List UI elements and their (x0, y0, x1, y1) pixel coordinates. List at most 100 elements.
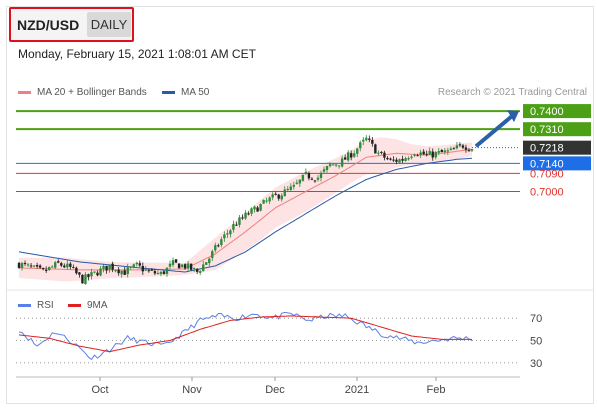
candle-body (383, 152, 386, 158)
candle-body (461, 145, 465, 148)
candle-body (144, 269, 148, 271)
candle-body (346, 152, 350, 161)
candle-body (250, 208, 253, 214)
candle-body (253, 206, 256, 210)
legend-rsi: RSI (18, 300, 54, 311)
rsi-line (18, 311, 473, 361)
candle-body (229, 230, 232, 235)
candle-body (150, 269, 154, 271)
candle-body (183, 264, 187, 269)
candle-body (114, 270, 117, 272)
candle-body (464, 147, 468, 150)
candle-body (277, 194, 280, 199)
candle-body (75, 267, 78, 274)
period-button[interactable]: DAILY (87, 12, 131, 37)
candle-body (470, 149, 474, 151)
candle-body (66, 263, 69, 268)
candle-body (147, 270, 151, 272)
candle-body (108, 264, 111, 270)
candle-body (48, 266, 51, 271)
candle-body (446, 150, 450, 152)
candle-body (20, 263, 24, 268)
instrument-header[interactable]: NZD/USD DAILY (9, 7, 134, 42)
candle-body (153, 271, 157, 274)
candle-body (195, 268, 199, 272)
legend-ma50: MA 50 (162, 87, 209, 98)
level-label-5: 0.7000 (530, 187, 564, 199)
candle-body (214, 245, 217, 251)
rsi-swatch (18, 304, 31, 307)
rsi-legend-label: RSI (37, 300, 54, 311)
symbol-label: NZD/USD (17, 17, 80, 33)
ma20-legend-label: MA 20 + Bollinger Bands (37, 87, 147, 98)
candle-body (313, 180, 317, 182)
ma9-swatch (68, 304, 81, 307)
candle-body (162, 271, 166, 274)
candle-body (41, 268, 45, 270)
candle-body (350, 153, 353, 158)
projection-arrow-shaft (474, 114, 514, 148)
candles (17, 135, 474, 285)
candle-body (316, 177, 320, 180)
candle-body (208, 258, 211, 264)
candle-body (289, 186, 292, 190)
ma50-line (18, 157, 473, 273)
level-tag-3 (523, 156, 591, 171)
candle-body (165, 267, 169, 275)
ma9-legend-label: 9MA (87, 300, 108, 311)
candle-body (90, 272, 93, 277)
candle-body (226, 233, 229, 235)
candle-body (368, 138, 371, 140)
candle-body (205, 262, 208, 265)
candle-body (99, 268, 102, 276)
candle-body (199, 271, 202, 273)
bollinger-band (19, 137, 472, 282)
candle-body (304, 171, 308, 174)
candle-body (356, 148, 359, 154)
candle-body (377, 152, 380, 154)
candle-body (298, 179, 302, 184)
candle-body (337, 165, 341, 167)
candle-body (141, 265, 145, 272)
candle-body (241, 217, 244, 219)
candle-body (54, 262, 57, 268)
candle-body (307, 173, 311, 179)
candle-body (217, 245, 220, 247)
candle-body (156, 272, 160, 274)
candle-body (120, 270, 123, 275)
candle-body (247, 213, 250, 215)
candle-body (389, 158, 392, 160)
candle-body (35, 265, 39, 267)
x-label-4: Feb (427, 384, 446, 396)
level-label-1: 0.7310 (530, 124, 564, 136)
legend-9ma: 9MA (68, 300, 108, 311)
candle-body (174, 259, 178, 263)
candle-body (259, 204, 262, 211)
candle-body (283, 189, 286, 197)
projection-arrow-head (507, 110, 519, 123)
candle-body (105, 265, 108, 271)
rsi-tick-1: 50 (530, 336, 542, 348)
candle-body (186, 263, 190, 269)
candle-body (232, 224, 235, 230)
candle-body (295, 182, 299, 184)
candle-body (280, 195, 283, 200)
candle-body (138, 263, 141, 266)
candle-body (262, 199, 265, 204)
candle-body (126, 267, 129, 275)
candle-body (425, 153, 428, 155)
candle-body (271, 194, 274, 198)
ma20-swatch (18, 91, 31, 94)
candle-body (60, 263, 63, 266)
candle-body (410, 156, 413, 158)
candle-body (268, 197, 271, 202)
candle-body (29, 265, 33, 267)
level-tag-1 (523, 122, 591, 137)
candle-body (72, 267, 75, 269)
x-label-2: Dec (265, 384, 285, 396)
candle-body (386, 157, 389, 160)
candle-body (413, 154, 416, 156)
ma20-line (18, 148, 473, 271)
candle-body (374, 144, 377, 154)
